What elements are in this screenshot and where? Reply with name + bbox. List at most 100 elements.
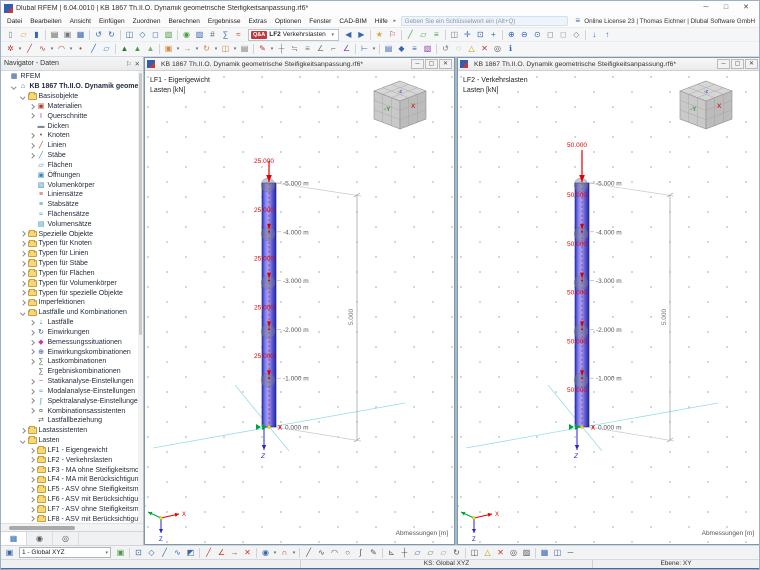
- print-icon[interactable]: ▤: [50, 29, 59, 39]
- chevron-right-icon[interactable]: [29, 487, 35, 493]
- history-icon[interactable]: ▤: [240, 44, 249, 53]
- menu-berechnen[interactable]: Berechnen: [168, 17, 200, 25]
- zoom-out-icon[interactable]: ⊖: [520, 29, 528, 39]
- tree-item-lastf-lle[interactable]: ↓ Lastfälle: [1, 318, 143, 328]
- chevron-right-icon[interactable]: [29, 457, 35, 463]
- regen-icon[interactable]: ◌: [456, 44, 461, 53]
- tree-item-bemessungssituationen[interactable]: ◆ Bemessungssituationen: [1, 337, 143, 347]
- chevron-right-icon[interactable]: [20, 231, 26, 237]
- menu-optionen[interactable]: Optionen: [274, 17, 302, 25]
- tree-item-lf6-asv-mit-ber-cksichti[interactable]: LF6 - ASV mit Berücksichtigung: [1, 495, 143, 505]
- chevron-right-icon[interactable]: [29, 408, 35, 414]
- project-icon[interactable]: ⌐: [331, 44, 336, 53]
- tree-item-typen-f-r-spezielle-objekt[interactable]: Typen für spezielle Objekte: [1, 288, 143, 298]
- viewport-title-bar[interactable]: KB 1867 Th.II.O. Dynamik geometrische St…: [145, 58, 454, 71]
- chevron-right-icon[interactable]: [29, 497, 35, 502]
- view-y-icon[interactable]: ◻: [559, 29, 567, 39]
- surface-icon[interactable]: ▱: [103, 44, 110, 53]
- chevron-right-icon[interactable]: [29, 477, 35, 483]
- tree-item-typen-f-r-linien[interactable]: Typen für Linien: [1, 249, 143, 259]
- command-search-icon[interactable]: ≡: [575, 16, 581, 25]
- tree-item-dicken[interactable]: ▬ Dicken: [1, 121, 143, 131]
- clip-icon[interactable]: ▨: [195, 29, 204, 39]
- warning2-icon[interactable]: △: [484, 547, 491, 557]
- minimize-icon[interactable]: ─: [411, 59, 424, 69]
- pin-icon[interactable]: ⚐: [125, 60, 132, 68]
- overflow-chevron-icon[interactable]: ▸: [393, 18, 397, 24]
- rotate-plane-icon[interactable]: ↻: [453, 547, 460, 557]
- tree-item-modalanalyse-einstellungen[interactable]: ≈ Modalanalyse-Einstellungen: [1, 387, 143, 397]
- guide-angle-icon[interactable]: ∠: [217, 547, 226, 557]
- tree-item-typen-f-r-st-be[interactable]: Typen für Stäbe: [1, 259, 143, 269]
- tree-item-spektralanalyse-einstellun[interactable]: ∫ Spektralanalyse-Einstellungen: [1, 396, 143, 406]
- tree-item-volumens-tze[interactable]: ▤ Volumensätze: [1, 219, 143, 229]
- tab-display-navigator[interactable]: ◉: [27, 532, 53, 545]
- maximize-icon[interactable]: □: [723, 4, 729, 11]
- copy-object-icon[interactable]: ▣: [164, 44, 173, 53]
- chevron-down-icon[interactable]: ▾: [331, 31, 335, 38]
- chevron-down-icon[interactable]: ▾: [195, 46, 199, 52]
- sort-x-icon[interactable]: ↓: [592, 29, 597, 39]
- move-view-icon[interactable]: ✛: [463, 29, 471, 39]
- flag-icon[interactable]: ⚐: [388, 29, 396, 39]
- chevron-down-icon[interactable]: ▾: [176, 46, 180, 52]
- restore-icon[interactable]: ▢: [425, 59, 438, 69]
- restore-icon[interactable]: ▢: [731, 59, 744, 69]
- chevron-right-icon[interactable]: [29, 103, 35, 109]
- mirror-plane-icon[interactable]: ◫: [470, 547, 479, 557]
- select-icon[interactable]: ✲: [7, 44, 14, 53]
- panel-icon[interactable]: ◫: [125, 29, 134, 39]
- tree-item-lastfallbeziehung[interactable]: ⇄ Lastfallbeziehung: [1, 416, 143, 426]
- modify-icon[interactable]: ✎: [259, 44, 266, 53]
- tree-item-lastf-lle-und-kombinatione[interactable]: Lastfälle und Kombinationen: [1, 308, 143, 318]
- fe-node[interactable]: [260, 275, 276, 290]
- guide-move-icon[interactable]: →: [230, 547, 239, 557]
- fe-node[interactable]: [573, 275, 589, 290]
- symbols-icon[interactable]: ◆: [398, 44, 405, 53]
- open-icon[interactable]: ▱: [20, 29, 27, 39]
- tree-item-einwirkungen[interactable]: ↻ Einwirkungen: [1, 328, 143, 338]
- workplane-icon[interactable]: ▱: [420, 29, 427, 39]
- chevron-down-icon[interactable]: ▾: [292, 549, 296, 556]
- menu-ergebnisse[interactable]: Ergebnisse: [207, 17, 241, 25]
- chevron-right-icon[interactable]: [29, 133, 35, 139]
- chevron-right-icon[interactable]: [20, 261, 26, 267]
- tree-item-fl-chen[interactable]: ▱ Flächen: [1, 160, 143, 170]
- draw-arc-icon[interactable]: ◠: [58, 44, 65, 53]
- warning-icon[interactable]: △: [468, 44, 475, 53]
- menu-datei[interactable]: Datei: [7, 17, 23, 25]
- viewport-title-bar[interactable]: KB 1867 Th.II.O. Dynamik geometrische St…: [458, 58, 759, 71]
- fe-node[interactable]: [260, 177, 276, 193]
- chevron-down-icon[interactable]: ▾: [214, 46, 218, 52]
- tree-item-lastkombinationen[interactable]: ∑ Lastkombinationen: [1, 357, 143, 367]
- arc-tool-icon[interactable]: ◠: [331, 547, 338, 557]
- chevron-right-icon[interactable]: [20, 241, 26, 247]
- tree-item-linien[interactable]: ╱ Linien: [1, 141, 143, 151]
- sel-poly-icon[interactable]: ◇: [148, 547, 155, 557]
- rotate-object-icon[interactable]: ↻: [203, 44, 210, 53]
- connect-icon[interactable]: ┼: [278, 44, 285, 53]
- divide-icon[interactable]: ≒: [291, 44, 298, 53]
- tree-item-lf2-verkehrslasten[interactable]: LF2 - Verkehrslasten: [1, 455, 143, 465]
- chevron-right-icon[interactable]: [29, 506, 35, 512]
- close-icon[interactable]: ✕: [745, 59, 758, 69]
- chevron-right-icon[interactable]: [29, 113, 35, 119]
- zoom-in-icon[interactable]: ⊕: [507, 29, 515, 39]
- tab-data-navigator[interactable]: ▦: [1, 532, 27, 545]
- chevron-down-icon[interactable]: ▾: [273, 549, 277, 556]
- chevron-right-icon[interactable]: [29, 447, 35, 453]
- mirror-object-icon[interactable]: ◫: [221, 44, 230, 53]
- zoom-window-icon[interactable]: ⊡: [476, 29, 484, 39]
- tree-new-icon[interactable]: ▲: [120, 44, 129, 53]
- chevron-down-icon[interactable]: [20, 438, 26, 444]
- chevron-down-icon[interactable]: ▾: [233, 46, 237, 52]
- visibility-icon[interactable]: ◉: [183, 29, 190, 39]
- info-icon[interactable]: ℹ: [508, 44, 513, 53]
- chevron-right-icon[interactable]: [29, 388, 35, 394]
- member-icon[interactable]: ╱: [91, 44, 96, 53]
- tree-item-statikanalyse-einstellunge[interactable]: ~ Statikanalyse-Einstellungen: [1, 377, 143, 387]
- search-input[interactable]: Geben Sie ein Schlüsselwort ein (Alt+Q): [400, 16, 569, 26]
- tree-item-lf3-ma-ohne-steifigkeits[interactable]: LF3 - MA ohne Steifigkeitsmodi: [1, 465, 143, 475]
- model-view-canvas[interactable]: LF2 - Verkehrslasten Lasten [kN] 5.000 50.0…: [458, 71, 759, 544]
- fe-node[interactable]: [260, 372, 276, 388]
